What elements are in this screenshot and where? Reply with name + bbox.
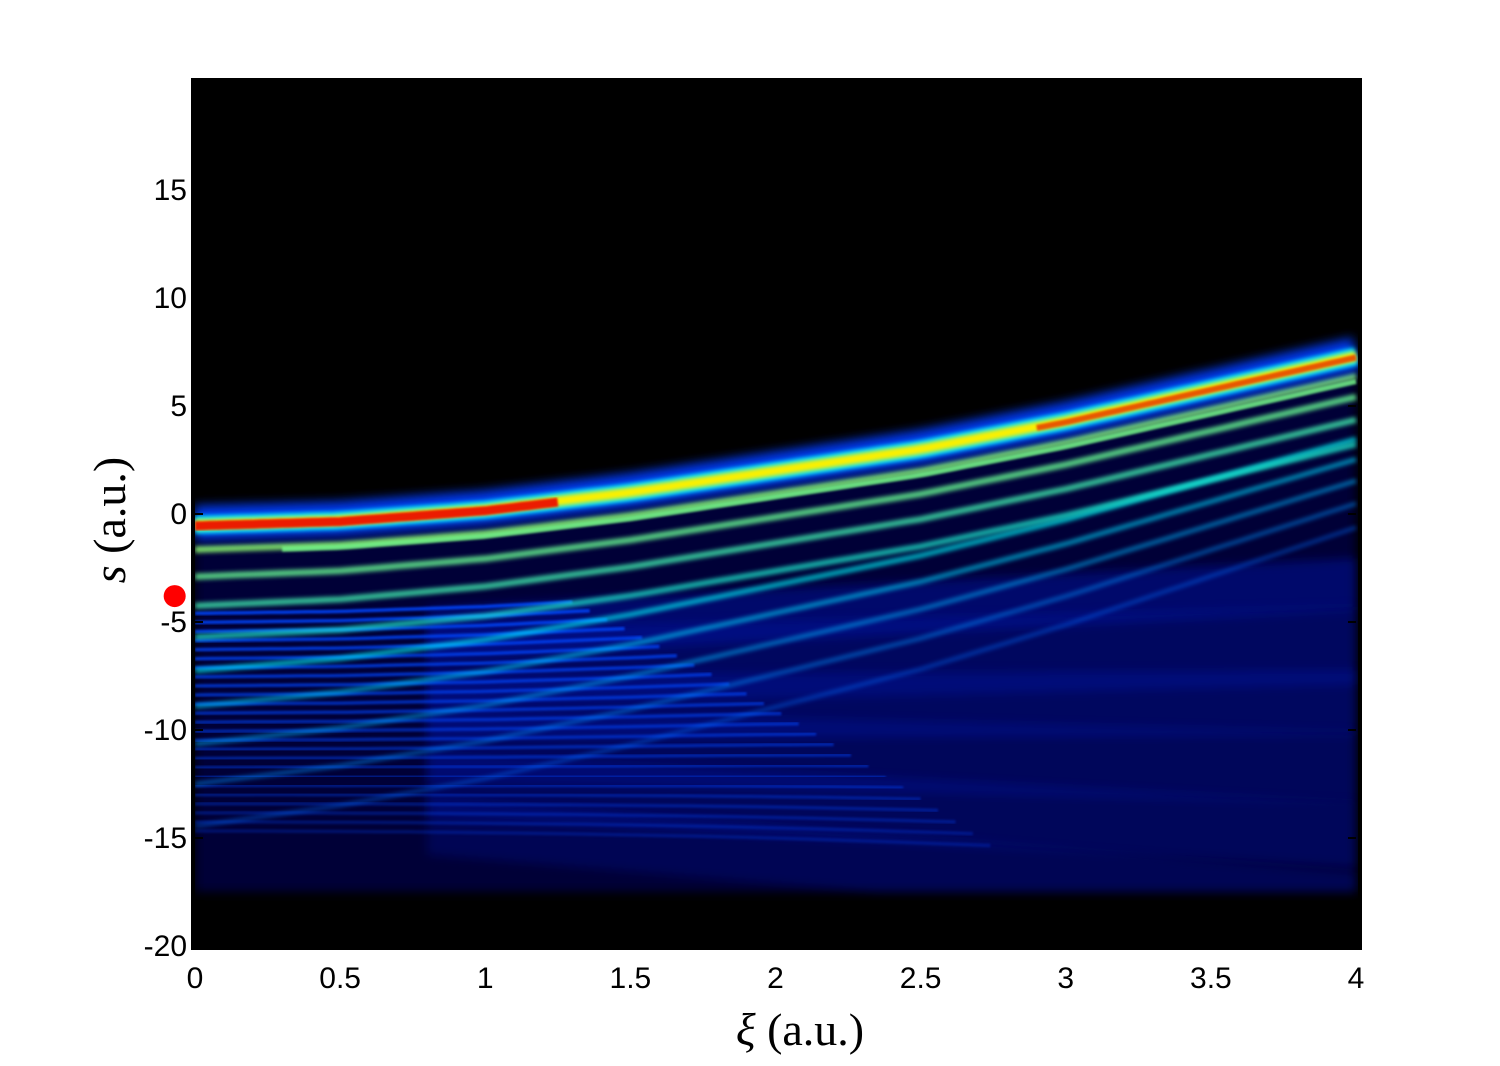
fine-fringe <box>195 682 730 697</box>
y-axis-label: s (a.u.) <box>84 457 135 583</box>
y-axis-ticks: 15 10 5 0 -5 -10 -15 -20 <box>144 174 1356 963</box>
y-tick-label: -10 <box>144 714 187 747</box>
ridge-fringe <box>195 525 1357 829</box>
fine-fringe <box>195 653 677 670</box>
x-tick-label: 2.5 <box>900 962 942 995</box>
y-tick-label: 10 <box>154 282 187 315</box>
fine-fringe <box>195 820 973 836</box>
y-tick-label: 0 <box>170 498 187 531</box>
fine-fringe <box>195 753 851 761</box>
x-tick-label: 3 <box>1057 962 1074 995</box>
ridge-fringe <box>195 372 1357 553</box>
main-ridge-red-left <box>195 497 559 531</box>
y-axis-label-symbol: s <box>84 565 135 583</box>
fan-streak <box>427 796 1356 892</box>
fine-fringe <box>195 608 590 625</box>
fine-fringe <box>195 801 939 813</box>
fine-fringe <box>195 626 625 643</box>
ridge-fringe <box>195 478 1357 747</box>
secondary-ridge <box>282 379 1357 552</box>
y-tick-label: 15 <box>154 174 187 207</box>
x-tick-label: 1.5 <box>610 962 652 995</box>
fine-fringe <box>195 644 660 661</box>
x-tick-label: 2 <box>767 962 784 995</box>
y-tick-label: -20 <box>144 930 187 963</box>
fine-fringe <box>195 617 608 634</box>
red-marker-dot <box>163 585 186 608</box>
x-tick-label: 0 <box>187 962 204 995</box>
fine-fringe <box>195 829 991 848</box>
ridge-fringe <box>195 416 1357 609</box>
ridge-fringe <box>195 501 1357 787</box>
fine-fringe <box>195 701 764 715</box>
fine-fringe <box>195 663 695 679</box>
x-tick-label: 4 <box>1348 962 1365 995</box>
x-axis-ticks: 0 0.5 1 1.5 2 2.5 3 3.5 4 <box>187 82 1365 995</box>
y-tick-label: 5 <box>170 390 187 423</box>
fine-fringe <box>195 783 904 790</box>
x-axis-label-unit: (a.u.) <box>756 1004 865 1055</box>
ridge-fringe <box>195 457 1357 709</box>
fine-fringe <box>195 773 886 779</box>
x-tick-label: 0.5 <box>319 962 361 995</box>
fine-fringe <box>195 711 782 724</box>
ridge-fringe <box>195 393 1357 580</box>
fine-fringe <box>195 811 956 824</box>
fine-fringe <box>195 792 921 801</box>
fine-fringe <box>195 691 747 706</box>
x-axis-label: ξ (a.u.) <box>736 1004 864 1055</box>
main-ridge-red-right <box>1036 354 1357 431</box>
plot-frame <box>191 78 1362 950</box>
fine-fringe <box>195 600 573 616</box>
ridge-fringe <box>195 441 1357 640</box>
y-tick-label: -15 <box>144 822 187 855</box>
x-axis-label-symbol: ξ <box>736 1004 756 1055</box>
y-axis-label-unit: (a.u.) <box>84 457 135 566</box>
heatmap <box>195 337 1358 893</box>
fine-fringe <box>195 742 834 752</box>
y-tick-label: -5 <box>160 606 187 639</box>
x-tick-label: 3.5 <box>1190 962 1232 995</box>
x-tick-label: 1 <box>477 962 494 995</box>
